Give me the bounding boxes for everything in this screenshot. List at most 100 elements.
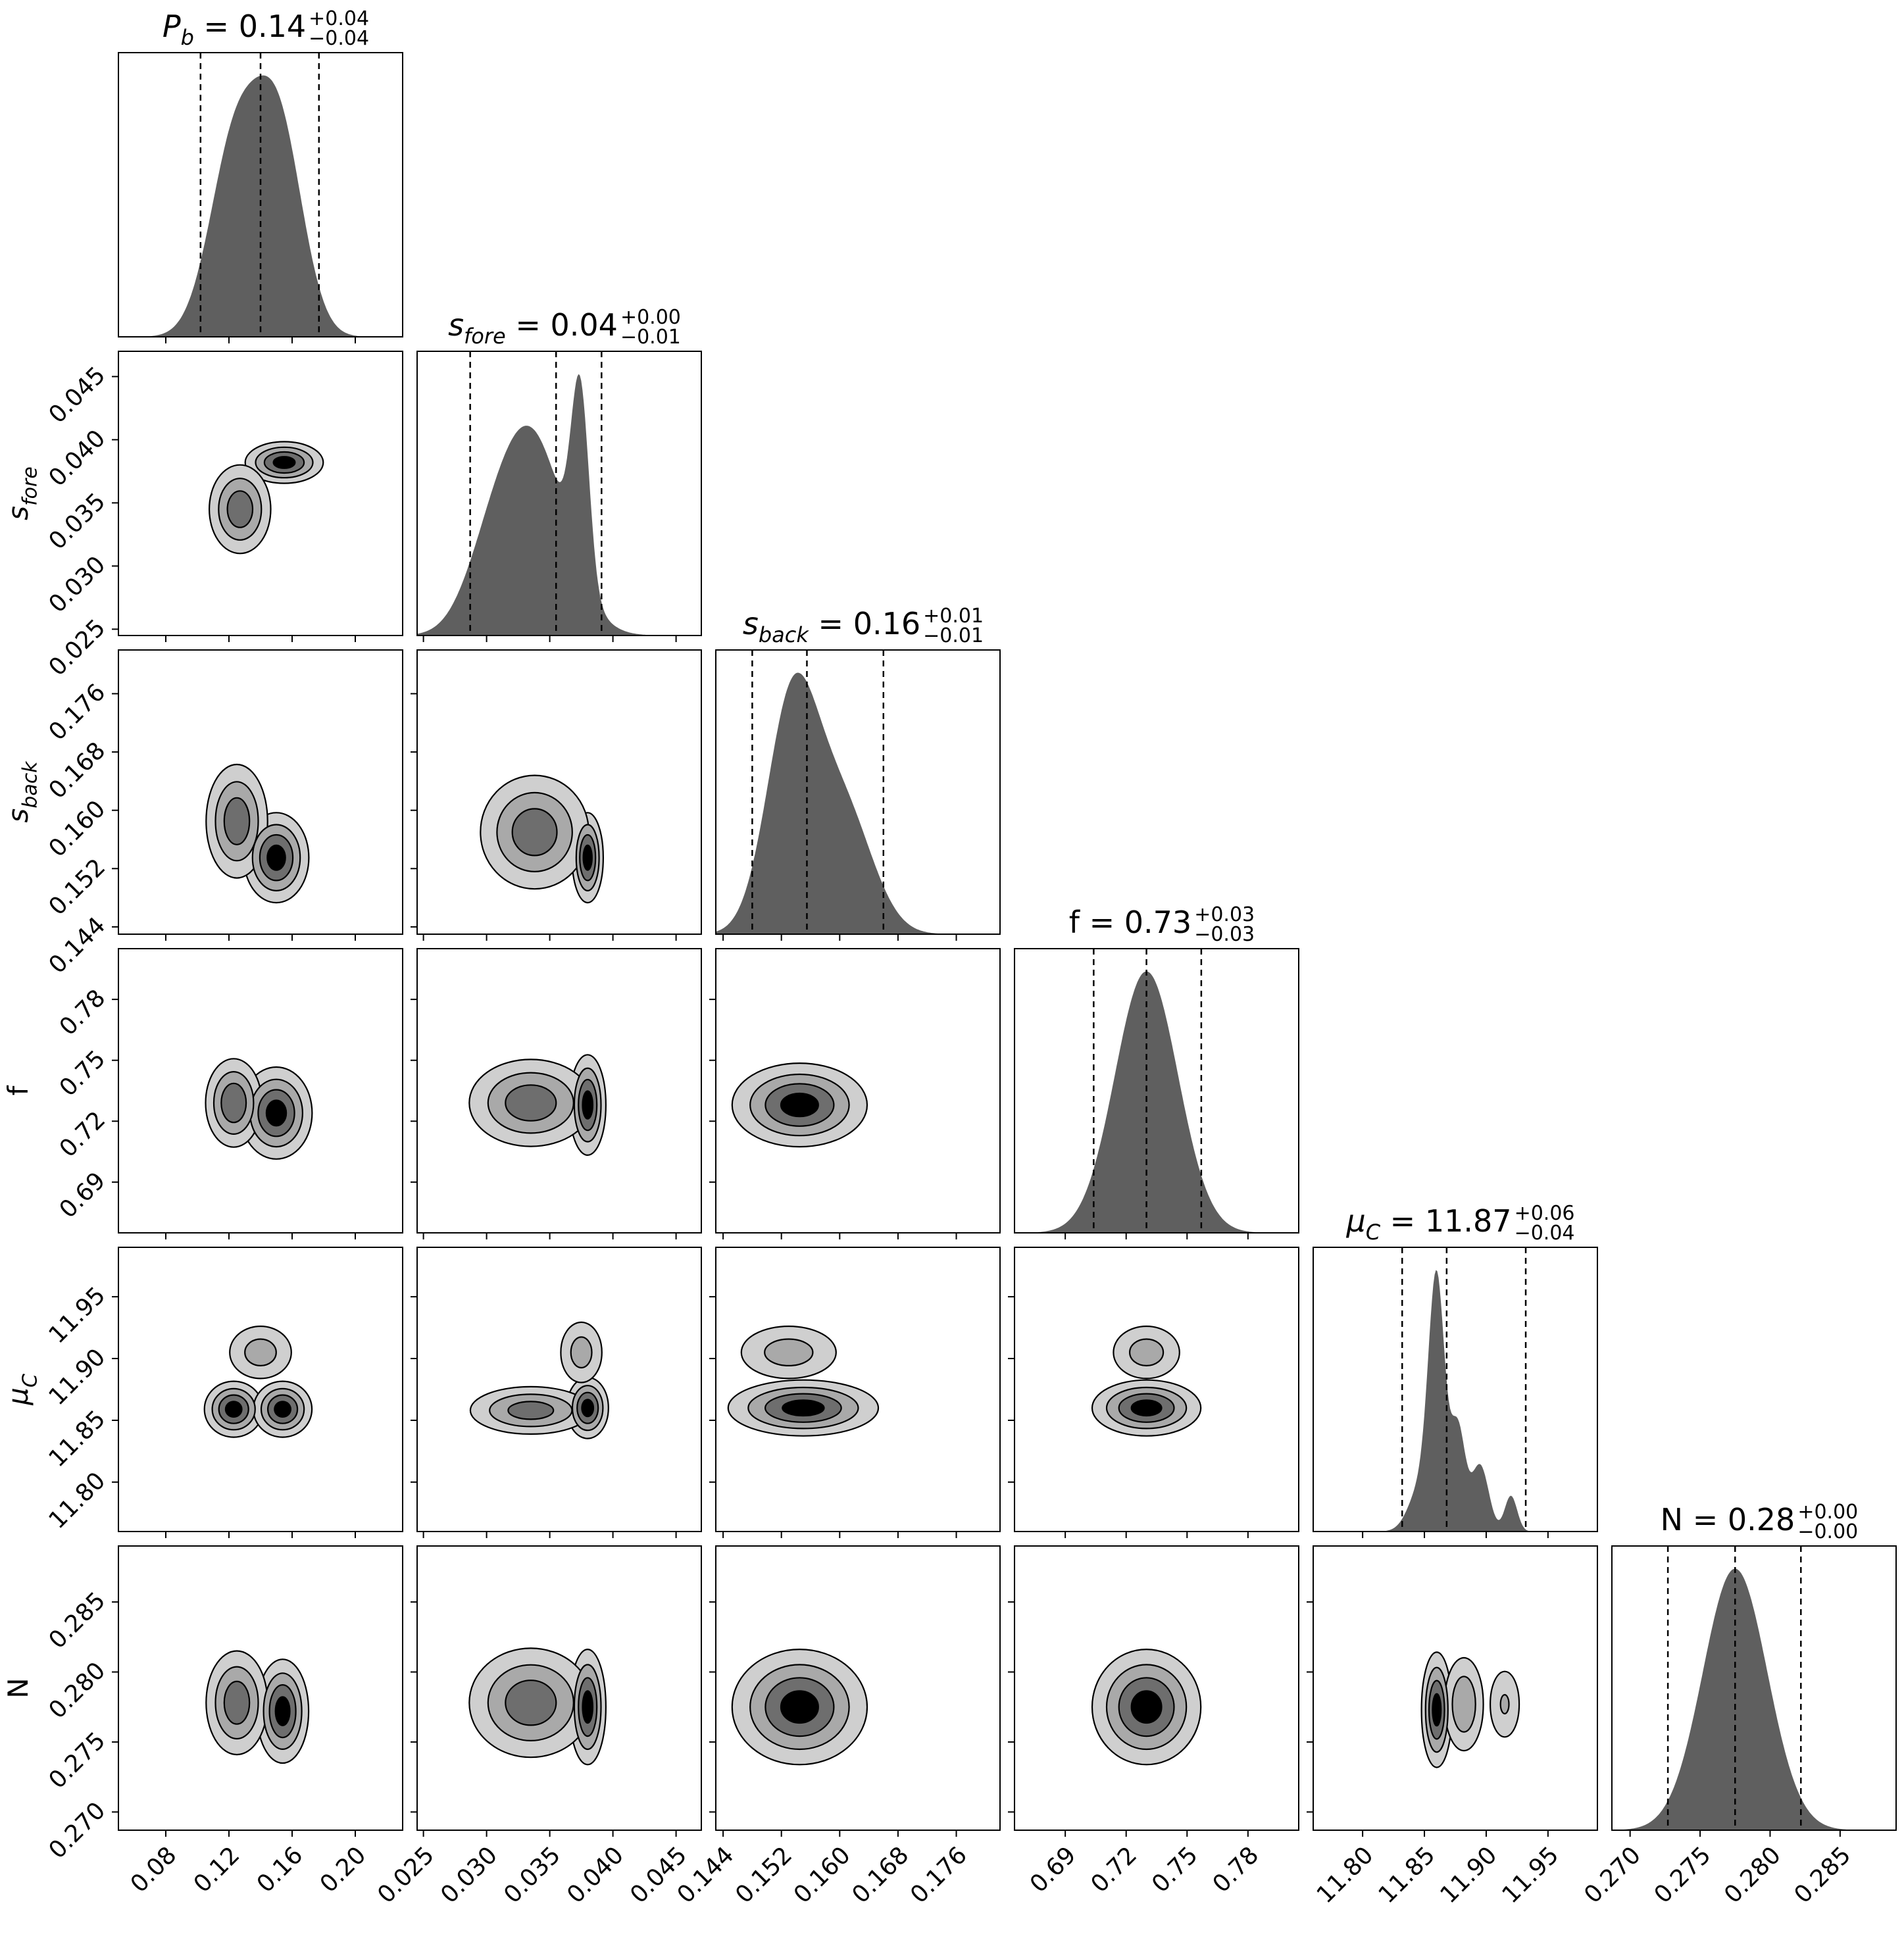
contour-sfore-Pb-level2-blob1 (226, 490, 254, 528)
contour-muC-Pb-level3-blob1 (274, 1401, 292, 1418)
panel-frame (715, 649, 1001, 935)
x-tick-label-Pb-2: 0.16 (252, 1841, 309, 1898)
panel-frame (1313, 1545, 1598, 1831)
y-axis-label-muC: μC (2, 1374, 42, 1406)
panel-muC-hist: μC = 11.87 +0.06 −0.04 (1313, 1202, 1598, 1538)
x-tick-label-f-3: 0.78 (1208, 1841, 1265, 1898)
contour-sfore-Pb-level3-blob0 (272, 456, 296, 469)
panel-frame (118, 351, 403, 636)
y-tick-label-sback-0: 0.144 (43, 912, 111, 979)
y-tick-label-N-0: 0.270 (43, 1797, 111, 1864)
y-axis-label-f: f (2, 1085, 34, 1095)
x-tick-label-N-2: 0.280 (1719, 1841, 1786, 1908)
panel-frame (416, 1545, 702, 1831)
y-tick-label-N-2: 0.280 (43, 1657, 111, 1724)
y-tick-label-sback-2: 0.160 (43, 795, 111, 862)
panel-frame (118, 1247, 403, 1532)
x-tick-label-f-1: 0.72 (1086, 1841, 1143, 1898)
panel-frame (1014, 1247, 1299, 1532)
x-tick-label-sback-4: 0.176 (905, 1841, 972, 1908)
contour-N-muC-level1-blob1 (1451, 1676, 1476, 1733)
contour-sback-sfore-level3-blob0 (582, 844, 593, 871)
contour-N-Pb-level3-blob0 (274, 1696, 291, 1727)
panel-f-vs-Pb: 0.690.720.750.78 f (2, 948, 403, 1239)
title-uncert-sback: +0.01 −0.01 (923, 605, 984, 647)
y-tick-label-muC-3: 11.95 (43, 1282, 111, 1349)
x-tick-label-N-1: 0.275 (1649, 1841, 1716, 1908)
y-tick-label-sback-1: 0.152 (43, 854, 111, 921)
hist-muC (1313, 1270, 1597, 1532)
title-uncert-sfore: +0.00 −0.01 (620, 306, 681, 349)
contour-N-f-level3-blob0 (1130, 1690, 1163, 1724)
y-tick-label-f-1: 0.72 (55, 1107, 111, 1163)
y-tick-label-muC-1: 11.85 (43, 1405, 111, 1472)
y-tick-label-sfore-0: 0.025 (43, 614, 111, 682)
title-f: f = 0.73 (1069, 905, 1191, 940)
contour-muC-Pb-level3-blob0 (224, 1401, 243, 1418)
y-tick-label-muC-2: 11.90 (43, 1343, 111, 1410)
panel-frame (1313, 1247, 1598, 1532)
title-uncert-muC: +0.06 −0.04 (1515, 1202, 1575, 1245)
hist-f (1015, 971, 1299, 1233)
contour-N-sfore-level2-blob1 (505, 1680, 557, 1726)
panel-muC-vs-f (1008, 1247, 1299, 1538)
panel-frame (118, 948, 403, 1234)
x-tick-label-muC-0: 11.80 (1312, 1841, 1379, 1908)
x-tick-label-sfore-0: 0.025 (372, 1841, 439, 1908)
contour-f-Pb-level3-blob0 (265, 1099, 288, 1127)
title-sfore: sfore = 0.04 (448, 307, 618, 349)
x-tick-label-Pb-1: 0.12 (189, 1841, 245, 1898)
contour-sback-Pb-level2-blob1 (223, 797, 251, 845)
x-tick-label-N-0: 0.270 (1579, 1841, 1646, 1908)
contour-muC-f-level1-blob1 (1128, 1338, 1165, 1367)
contour-sback-sfore-level2-blob1 (511, 808, 558, 857)
x-tick-label-sfore-2: 0.035 (499, 1841, 566, 1908)
x-tick-label-sback-3: 0.168 (847, 1841, 914, 1908)
panel-frame (416, 351, 702, 636)
contour-muC-sfore-level1-blob2 (570, 1336, 593, 1369)
panel-sback-hist: sback = 0.16 +0.01 −0.01 (715, 605, 1001, 941)
hist-sfore (417, 374, 701, 636)
panel-frame (715, 1247, 1001, 1532)
panel-Pb-hist: Pb = 0.14 +0.04 −0.04 (118, 7, 403, 343)
contour-sback-Pb-level3-blob0 (266, 844, 286, 871)
x-tick-label-Pb-0: 0.08 (126, 1841, 182, 1898)
panel-frame (1611, 1545, 1897, 1831)
x-tick-label-f-0: 0.69 (1025, 1841, 1082, 1898)
x-tick-label-sback-2: 0.160 (789, 1841, 856, 1908)
panel-f-hist: f = 0.73 +0.03 −0.03 (1014, 903, 1299, 1239)
panel-frame (416, 948, 702, 1234)
y-tick-label-muC-0: 11.80 (43, 1467, 111, 1534)
panel-frame (118, 52, 403, 337)
panel-frame (416, 1247, 702, 1532)
y-tick-label-f-2: 0.75 (55, 1045, 111, 1102)
title-muC: μC = 11.87 (1345, 1203, 1511, 1245)
contour-N-sback-level3-blob0 (780, 1690, 819, 1724)
y-axis-label-sfore: sfore (2, 466, 42, 520)
panel-f-vs-sback (709, 948, 1001, 1239)
panel-N-vs-f: 0.690.720.750.78f (1008, 1545, 1299, 1898)
x-tick-label-sback-1: 0.152 (730, 1841, 797, 1908)
panel-frame (118, 1545, 403, 1831)
panel-frame (1014, 948, 1299, 1234)
x-tick-label-N-3: 0.285 (1789, 1841, 1856, 1908)
contour-muC-Pb-level1-blob2 (244, 1338, 277, 1367)
title-uncert-Pb: +0.04 −0.04 (309, 7, 369, 50)
x-tick-label-Pb-3: 0.20 (315, 1841, 372, 1898)
title-Pb: Pb = 0.14 (163, 9, 306, 50)
y-tick-label-N-3: 0.285 (43, 1587, 111, 1654)
x-tick-label-sfore-1: 0.030 (436, 1841, 503, 1908)
panel-frame (118, 649, 403, 935)
contour-f-sfore-level3-blob0 (582, 1090, 593, 1120)
contour-muC-sback-level1-blob1 (764, 1338, 814, 1367)
panel-sfore-hist: sfore = 0.04 +0.00 −0.01 (416, 306, 702, 642)
y-tick-label-f-0: 0.69 (55, 1167, 111, 1224)
panel-f-vs-sfore (411, 948, 702, 1239)
contour-muC-sfore-level3-blob0 (581, 1399, 595, 1418)
